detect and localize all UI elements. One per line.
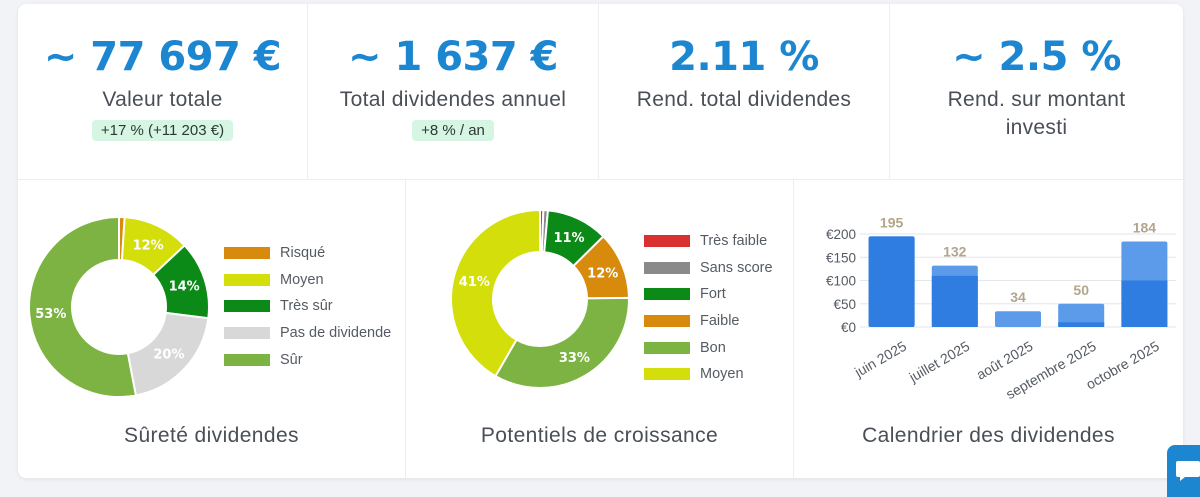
bar-segment[interactable] [868, 236, 915, 327]
stat-value: ~ 77 697 € [43, 34, 282, 80]
legend-surete: Risqué Moyen Très sûr Pas de dividende Sûr [224, 240, 391, 373]
stat-annual-dividends: ~ 1 637 € Total dividendes annuel +8 % /… [308, 4, 599, 179]
slice-sûr[interactable] [28, 215, 138, 398]
slice-label: 12% [587, 266, 618, 281]
legend-item[interactable]: Sûr [224, 346, 391, 373]
legend-label: Moyen [280, 271, 324, 288]
slice-label: 33% [559, 351, 590, 366]
slice-label: 14% [169, 279, 200, 294]
y-tick-label: €200 [826, 227, 856, 242]
bar-value-label: 34 [1010, 289, 1026, 305]
legend-item[interactable]: Sans score [644, 255, 773, 282]
slice-label: 12% [133, 239, 164, 254]
panel-title: Sûreté dividendes [124, 424, 299, 447]
bar-value-label: 195 [880, 214, 904, 230]
bar-segment[interactable] [1058, 322, 1105, 327]
donut-chart-croissance[interactable]: 11% 12% 33% 41% [406, 180, 794, 420]
stats-row: ~ 77 697 € Valeur totale +17 % (+11 203 … [18, 4, 1183, 179]
legend-item[interactable]: Fort [644, 281, 773, 308]
legend-swatch [644, 315, 690, 328]
stat-total-value: ~ 77 697 € Valeur totale +17 % (+11 203 … [18, 4, 308, 179]
panel-title: Calendrier des dividendes [862, 424, 1115, 447]
divider [18, 179, 1183, 180]
legend-swatch [644, 288, 690, 301]
y-tick-label: €100 [826, 274, 856, 289]
legend-swatch [224, 327, 270, 340]
legend-label: Très sûr [280, 298, 333, 315]
stat-label: Total dividendes annuel [339, 88, 567, 111]
legend-item[interactable]: Faible [644, 308, 773, 335]
panel-title: Potentiels de croissance [480, 424, 719, 447]
bar-value-label: 50 [1073, 282, 1089, 298]
legend-item[interactable]: Moyen [224, 267, 391, 294]
y-tick-label: €50 [833, 297, 856, 312]
legend-label: Faible [700, 313, 740, 330]
legend-item[interactable]: Bon [644, 334, 773, 361]
slice-label: 11% [553, 231, 584, 246]
stat-label: Valeur totale [102, 88, 223, 111]
legend-item[interactable]: Pas de dividende [224, 320, 391, 347]
stat-label: Rend. sur montant investi [947, 88, 1126, 139]
bar-value-label: 132 [943, 244, 967, 260]
y-tick-label: €150 [826, 250, 856, 265]
legend-swatch [224, 273, 270, 286]
legend-label: Sûr [280, 351, 303, 368]
legend-item[interactable]: Risqué [224, 240, 391, 267]
stat-label: Rend. total dividendes [636, 88, 852, 111]
legend-swatch [644, 368, 690, 381]
stat-value: ~ 1 637 € [348, 34, 558, 80]
stat-value: ~ 2.5 % [952, 34, 1121, 80]
x-tick-label: juin 2025 [851, 338, 909, 381]
panel-surete: 12% 14% 20% 53% Risqué Moyen Très sûr Pas de d… [18, 180, 406, 478]
legend-item[interactable]: Très faible [644, 228, 773, 255]
legend-croissance: Très faible Sans score Fort Faible Bon Moyen [644, 228, 773, 388]
legend-label: Risqué [280, 245, 326, 262]
y-tick-label: €0 [841, 320, 856, 335]
legend-swatch [644, 235, 690, 248]
bar-segment[interactable] [931, 275, 978, 327]
stat-value: 2.11 % [669, 34, 819, 80]
legend-swatch [224, 247, 270, 260]
bar-chart-calendrier[interactable]: €200 €150 €100 €50 €0 195 juin 2025 132 juillet … [794, 180, 1183, 420]
stat-yield-on-cost: ~ 2.5 % Rend. sur montant investi [890, 4, 1183, 179]
legend-swatch [644, 341, 690, 354]
panel-croissance: 11% 12% 33% 41% Très faible Sans score Fort Fa… [406, 180, 794, 478]
x-tick-label: juillet 2025 [905, 338, 972, 386]
chat-icon [1176, 461, 1200, 481]
legend-label: Bon [700, 339, 726, 356]
legend-label: Moyen [700, 366, 744, 383]
stat-total-yield: 2.11 % Rend. total dividendes [599, 4, 890, 179]
bar[interactable] [1058, 303, 1105, 327]
donut-chart-surete[interactable]: 12% 14% 20% 53% [18, 180, 406, 420]
slice-label: 20% [153, 347, 184, 362]
stat-badge: +8 % / an [412, 120, 494, 141]
slice-moyen[interactable] [450, 208, 541, 378]
chat-button[interactable] [1167, 445, 1200, 497]
legend-label: Pas de dividende [280, 325, 392, 342]
legend-label: Fort [700, 286, 726, 303]
legend-swatch [224, 300, 270, 313]
legend-label: Très faible [700, 233, 768, 250]
bar[interactable] [995, 311, 1041, 327]
slice-label: 53% [35, 307, 66, 322]
dashboard-card: ~ 77 697 € Valeur totale +17 % (+11 203 … [18, 4, 1183, 478]
legend-swatch [224, 353, 270, 366]
legend-item[interactable]: Moyen [644, 361, 773, 388]
legend-label: Sans score [700, 259, 773, 276]
bar-value-label: 184 [1133, 219, 1157, 235]
stat-badge: +17 % (+11 203 €) [91, 120, 234, 141]
legend-item[interactable]: Très sûr [224, 293, 391, 320]
slice-label: 41% [459, 275, 490, 290]
slice-bon[interactable] [494, 296, 630, 389]
bar-segment[interactable] [1121, 280, 1168, 328]
legend-swatch [644, 261, 690, 274]
panel-calendrier: €200 €150 €100 €50 €0 195 juin 2025 132 juillet … [794, 180, 1183, 478]
